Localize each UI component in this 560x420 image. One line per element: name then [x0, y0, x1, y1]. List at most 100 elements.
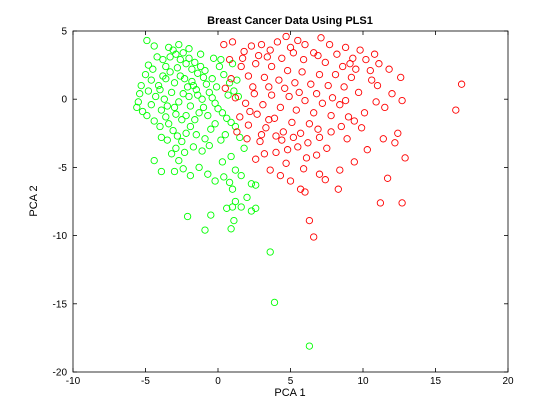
data-point-series-1 [230, 87, 238, 95]
data-point-series-2 [291, 79, 299, 87]
data-point-series-2 [346, 60, 354, 68]
data-point-series-1 [227, 152, 235, 161]
data-point-series-1 [199, 73, 208, 82]
data-point-series-1 [188, 77, 196, 86]
data-point-series-2 [288, 118, 296, 127]
data-point-series-1 [198, 95, 206, 103]
data-point-series-1 [134, 98, 142, 106]
data-point-series-2 [225, 55, 234, 64]
data-point-series-2 [318, 99, 327, 107]
data-point-series-2 [341, 96, 350, 105]
data-point-series-1 [167, 88, 176, 97]
data-point-series-2 [317, 34, 325, 42]
data-point-series-2 [302, 154, 311, 162]
data-point-series-2 [314, 51, 322, 60]
data-point-series-2 [339, 62, 347, 71]
data-point-series-2 [272, 148, 280, 157]
data-point-series-1 [150, 156, 158, 165]
data-point-series-2 [282, 159, 290, 167]
data-point-series-2 [394, 129, 402, 137]
data-point-series-1 [178, 116, 186, 124]
data-point-series-2 [243, 135, 251, 143]
data-point-series-2 [341, 43, 350, 52]
data-point-series-1 [233, 76, 241, 84]
data-point-series-1 [172, 110, 180, 118]
data-point-series-1 [173, 64, 182, 72]
data-point-series-1 [169, 126, 177, 135]
data-point-series-2 [237, 62, 245, 71]
data-point-series-1 [170, 103, 179, 112]
data-point-series-2 [328, 94, 337, 102]
data-point-series-2 [260, 73, 269, 82]
x-tick-label: 10 [357, 376, 369, 387]
data-point-series-1 [160, 95, 168, 103]
data-point-series-1 [180, 75, 189, 83]
data-point-series-1 [237, 203, 245, 211]
data-point-series-1 [186, 171, 195, 180]
data-point-series-2 [323, 144, 331, 152]
data-point-series-2 [368, 76, 376, 84]
data-point-series-1 [186, 102, 195, 110]
data-point-series-1 [204, 170, 212, 178]
data-point-series-1 [194, 69, 202, 77]
data-point-series-1 [227, 225, 235, 233]
data-point-series-2 [278, 136, 286, 144]
data-point-series-2 [240, 47, 248, 56]
data-point-series-1 [166, 68, 174, 76]
data-point-series-2 [344, 113, 353, 121]
data-point-series-2 [266, 46, 274, 54]
data-point-series-1 [218, 158, 227, 166]
data-point-series-1 [153, 53, 161, 61]
data-point-series-2 [352, 65, 360, 73]
data-point-series-2 [307, 80, 315, 88]
data-point-series-1 [162, 75, 170, 83]
data-point-series-2 [286, 177, 295, 185]
data-point-series-1 [152, 92, 160, 101]
x-tick-label: 0 [215, 376, 221, 387]
data-point-series-2 [299, 55, 308, 64]
data-point-series-2 [401, 154, 409, 162]
data-point-series-2 [276, 171, 285, 180]
data-point-series-2 [356, 46, 364, 54]
data-point-series-1 [147, 101, 155, 109]
data-point-series-2 [301, 188, 309, 196]
data-point-series-1 [157, 106, 166, 114]
data-point-series-2 [337, 122, 345, 131]
data-point-series-2 [398, 96, 406, 105]
data-point-series-1 [189, 143, 198, 151]
y-tick-label: 0 [61, 95, 67, 106]
data-point-series-2 [236, 113, 244, 121]
data-point-series-1 [218, 109, 227, 117]
data-point-series-1 [192, 131, 200, 139]
data-point-series-2 [294, 36, 302, 45]
data-point-series-1 [208, 75, 216, 83]
data-point-series-1 [185, 92, 193, 101]
data-point-series-2 [333, 50, 341, 58]
data-point-series-2 [379, 135, 387, 143]
data-point-series-2 [310, 233, 318, 241]
data-point-series-2 [336, 101, 344, 109]
data-point-series-2 [221, 84, 229, 92]
data-point-series-1 [231, 197, 240, 206]
data-point-series-1 [207, 211, 215, 219]
data-point-series-2 [289, 133, 298, 142]
data-point-series-1 [215, 62, 224, 71]
axis-ticks: -10 -5 0 5 10 15 20 5 0 -5 -10 -15 -20 [53, 27, 514, 388]
data-point-series-2 [397, 73, 405, 82]
data-point-series-1 [189, 81, 198, 90]
data-point-series-2 [305, 216, 314, 225]
data-point-series-2 [282, 32, 290, 41]
data-point-series-1 [231, 166, 240, 174]
data-point-series-1 [225, 178, 234, 187]
data-point-series-1 [157, 167, 166, 176]
data-point-series-2 [315, 133, 324, 142]
data-point-series-1 [237, 171, 245, 180]
data-point-series-1 [180, 148, 189, 157]
data-point-series-1 [208, 94, 216, 102]
data-point-series-1 [205, 141, 213, 150]
data-point-series-2 [331, 70, 340, 79]
data-point-series-2 [249, 83, 257, 91]
data-point-series-1 [133, 103, 141, 112]
y-tick-label: -5 [58, 163, 67, 174]
data-point-series-1 [195, 163, 203, 172]
